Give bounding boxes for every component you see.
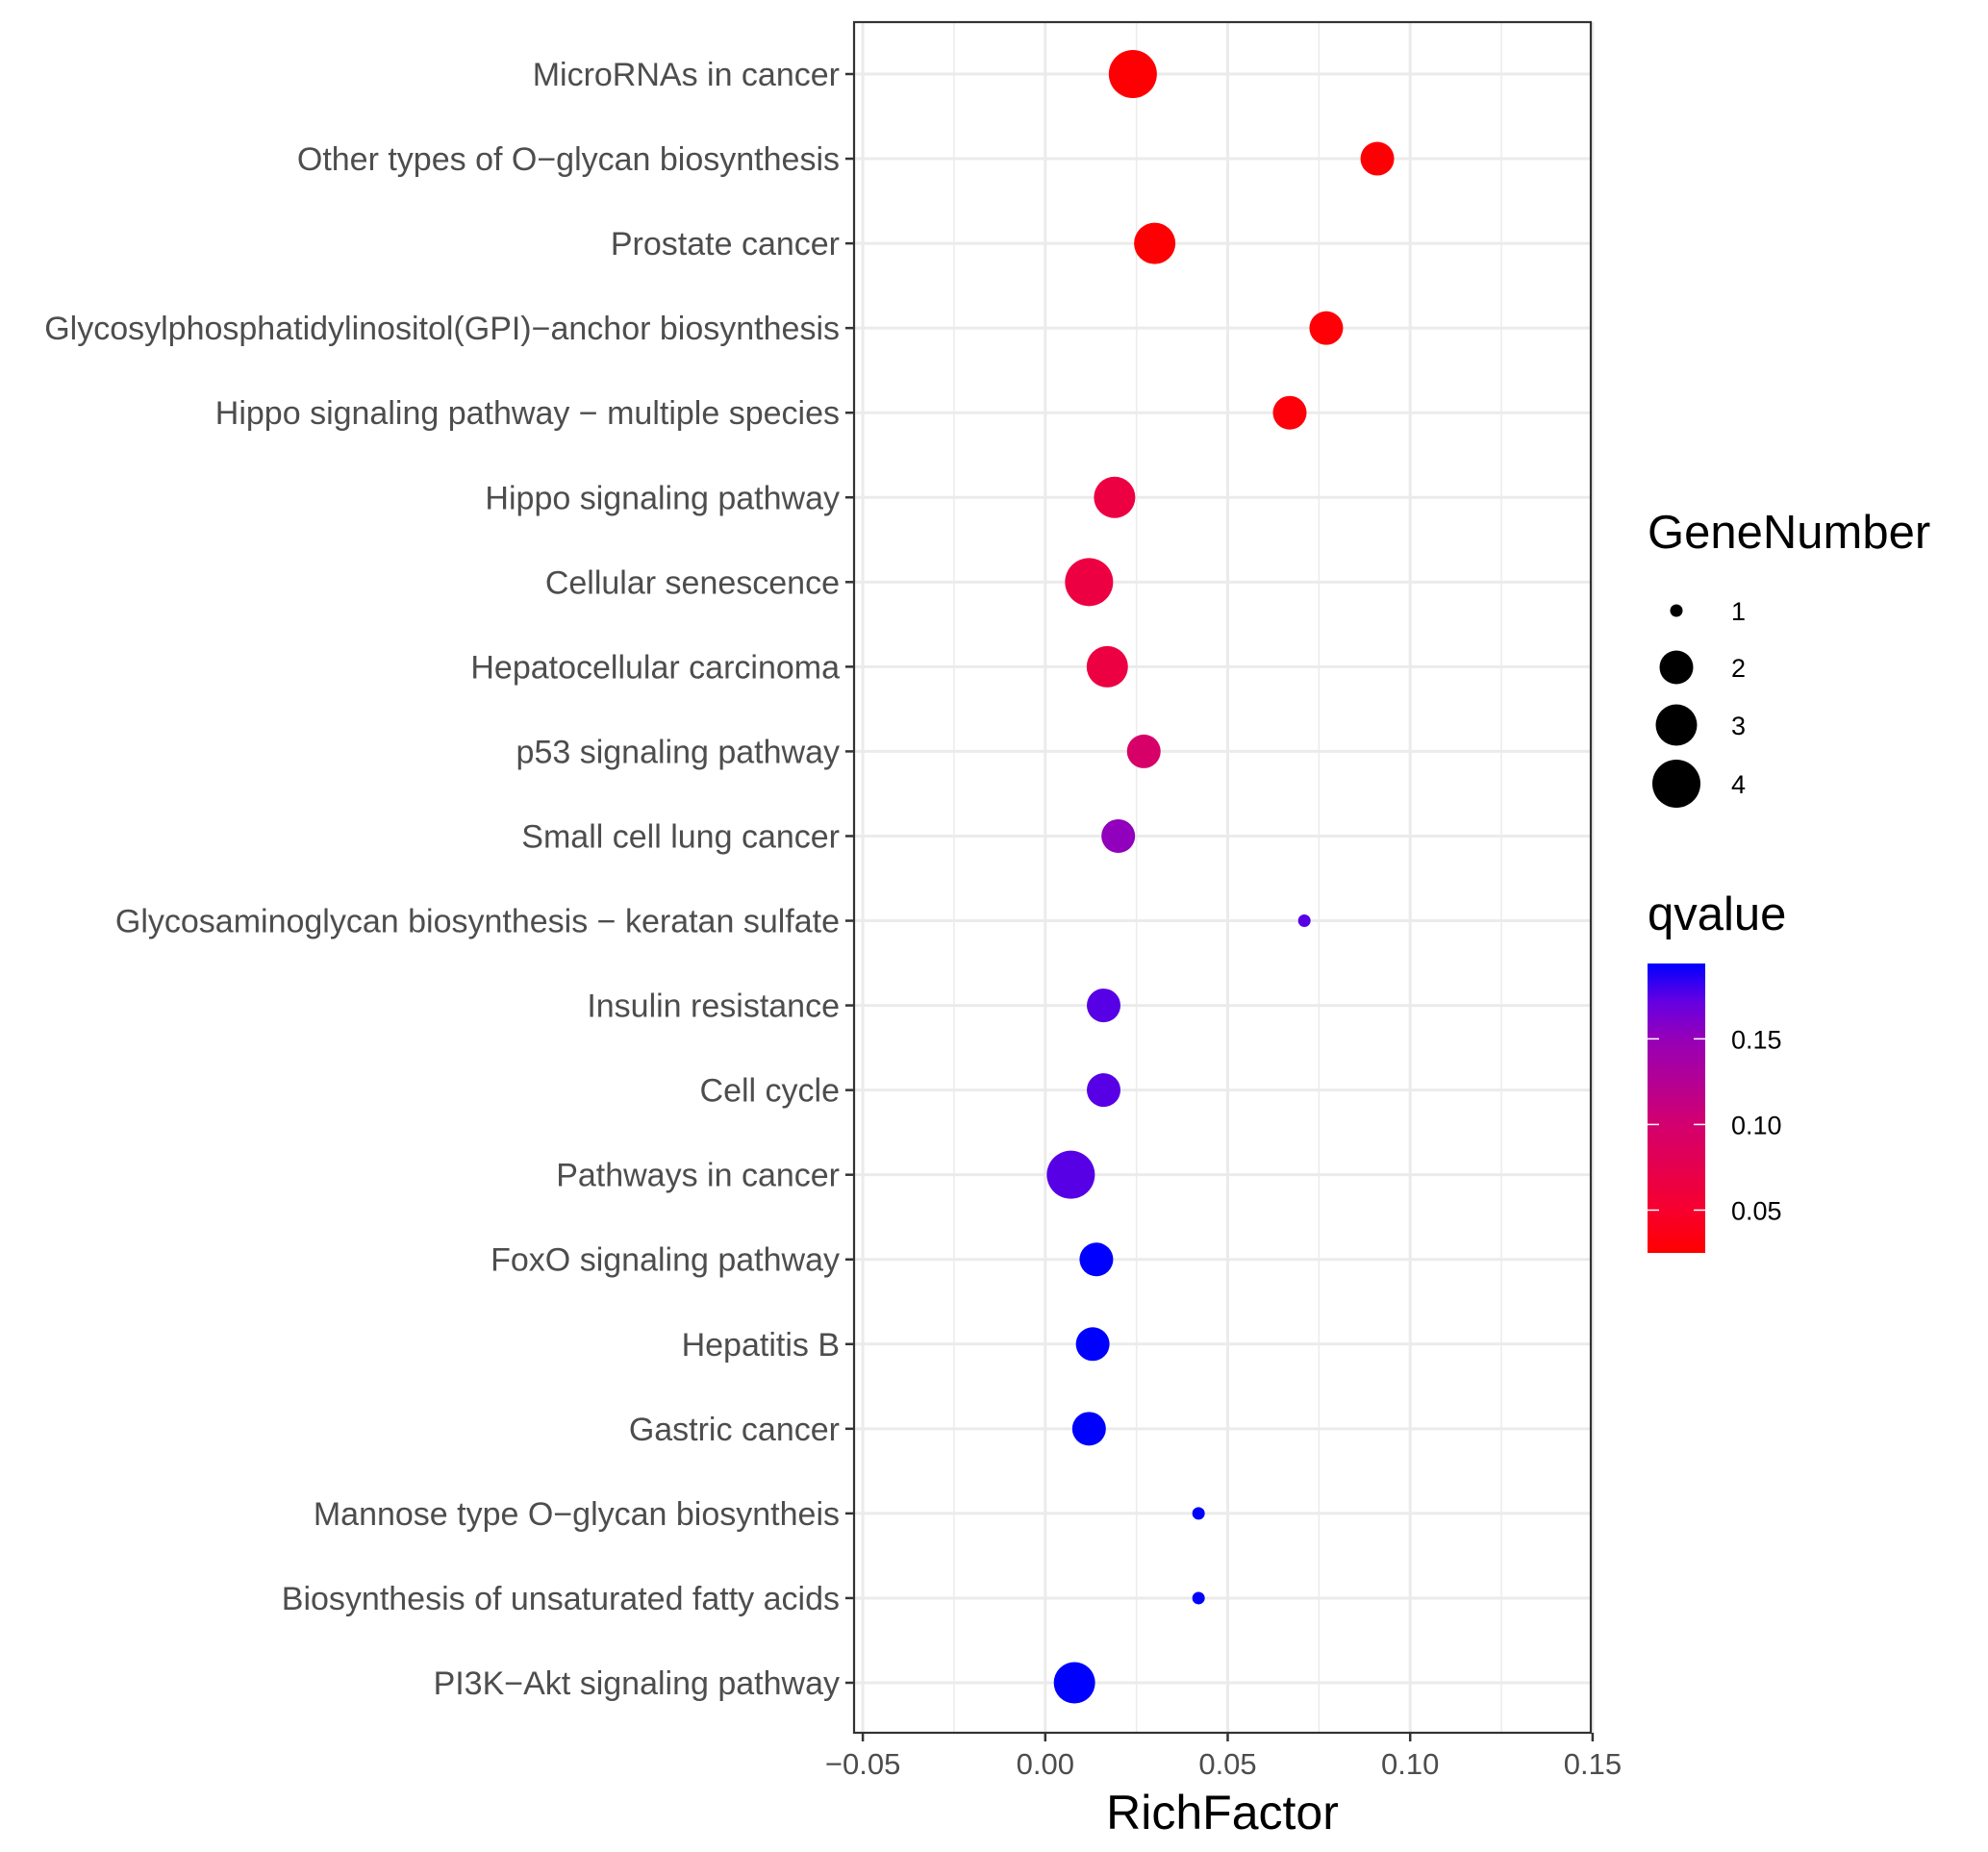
data-point <box>1126 734 1161 768</box>
data-point <box>1192 1507 1205 1520</box>
y-tick-label: Glycosaminoglycan biosynthesis − keratan… <box>115 904 840 940</box>
y-tick-label: Biosynthesis of unsaturated fatty acids <box>282 1581 840 1617</box>
y-tick-label: Pathways in cancer <box>556 1158 840 1194</box>
size-legend-label: 2 <box>1731 654 1746 683</box>
y-tick-label: Small cell lung cancer <box>521 818 840 855</box>
data-point <box>1079 1242 1114 1277</box>
y-tick-label: Other types of O−glycan biosynthesis <box>297 141 840 178</box>
grid-major-x <box>861 22 1595 1733</box>
size-legend-label: 1 <box>1731 597 1746 626</box>
data-point <box>1272 395 1307 430</box>
x-tick-label: 0.00 <box>1017 1747 1074 1781</box>
size-legend-keys: 1 2 3 4 <box>1652 597 1746 808</box>
data-point <box>1075 1327 1110 1362</box>
plot-panel-border <box>852 20 1593 1735</box>
color-bar-label: 0.15 <box>1731 1025 1782 1054</box>
data-point <box>1065 558 1114 607</box>
data-point <box>1134 222 1176 264</box>
x-tick-label: 0.05 <box>1198 1747 1256 1781</box>
data-point <box>1053 1662 1095 1704</box>
plot-panel-background <box>854 22 1591 1733</box>
data-point <box>1360 141 1395 176</box>
size-legend-title: GeneNumber <box>1648 507 1930 559</box>
color-legend: qvalue 0.05 0.10 0.15 <box>1648 888 1786 1253</box>
y-tick-label: FoxO signaling pathway <box>491 1242 840 1279</box>
y-tick-label: Hippo signaling pathway − multiple speci… <box>215 395 840 432</box>
y-tick-label: Cellular senescence <box>545 564 840 601</box>
y-tick-label: Insulin resistance <box>587 989 840 1025</box>
x-tick-label: 0.10 <box>1381 1747 1439 1781</box>
size-legend-key <box>1659 650 1694 685</box>
data-point <box>1087 1073 1121 1108</box>
x-axis-title: RichFactor <box>1106 1786 1339 1839</box>
grid-major-y <box>854 72 1591 1685</box>
data-point <box>1071 1412 1106 1446</box>
y-tick-label: Hepatocellular carcinoma <box>470 649 840 686</box>
y-tick-label: MicroRNAs in cancer <box>533 57 840 93</box>
color-bar-label: 0.10 <box>1731 1111 1782 1139</box>
y-axis: MicroRNAs in cancer Other types of O−glyc… <box>44 57 854 1702</box>
points-layer <box>1046 50 1395 1704</box>
y-tick-label: p53 signaling pathway <box>516 734 840 770</box>
y-tick-label: Gastric cancer <box>629 1412 840 1448</box>
color-bar-label: 0.05 <box>1731 1196 1782 1225</box>
size-legend-key <box>1652 760 1700 808</box>
y-tick-label: Prostate cancer <box>611 226 840 263</box>
size-legend-label: 4 <box>1731 770 1746 799</box>
data-point <box>1297 914 1311 928</box>
data-point <box>1087 989 1121 1023</box>
y-tick-label: Cell cycle <box>700 1073 840 1110</box>
data-point <box>1086 645 1128 688</box>
grid-minor-x <box>953 22 1502 1733</box>
x-tick-label: 0.15 <box>1564 1747 1622 1781</box>
y-tick-label: PI3K−Akt signaling pathway <box>434 1665 840 1702</box>
x-tick-label: −0.05 <box>825 1747 900 1781</box>
color-legend-title: qvalue <box>1648 888 1786 940</box>
y-tick-label: Hepatitis B <box>682 1327 840 1364</box>
data-point <box>1108 50 1157 98</box>
size-legend-key <box>1655 704 1698 746</box>
y-tick-label: Mannose type O−glycan biosyntheis <box>314 1496 840 1533</box>
data-point <box>1192 1591 1205 1605</box>
color-bar-ticks: 0.05 0.10 0.15 <box>1648 1025 1782 1225</box>
data-point <box>1309 311 1344 345</box>
size-legend-label: 3 <box>1731 712 1746 740</box>
size-legend: GeneNumber 1 2 3 4 <box>1648 507 1930 808</box>
y-tick-label: Glycosylphosphatidylinositol(GPI)−anchor… <box>44 311 840 347</box>
x-axis: −0.05 0.00 0.05 0.10 0.15 <box>825 1733 1622 1781</box>
data-point <box>1094 476 1136 518</box>
y-tick-label: Hippo signaling pathway <box>485 480 840 516</box>
size-legend-key <box>1670 604 1683 617</box>
data-point <box>1101 818 1136 853</box>
data-point <box>1046 1150 1095 1199</box>
color-bar <box>1648 964 1705 1253</box>
